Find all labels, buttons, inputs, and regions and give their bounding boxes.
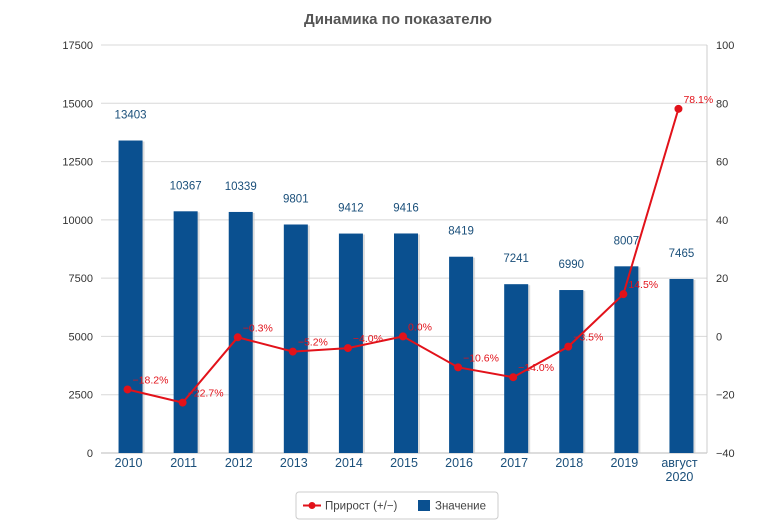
y-axis-right: −40 −20 0 20 40 60 80 100: [706, 40, 735, 460]
x-tick-label: 2011: [170, 456, 197, 470]
legend: Прирост (+/−) Значение: [295, 491, 499, 520]
bar[interactable]: [228, 211, 253, 453]
bar-value-label: 9801: [283, 193, 309, 205]
chart-title: Динамика по показателю: [304, 11, 492, 28]
bar-value-label: 9412: [338, 203, 364, 215]
line-point[interactable]: [564, 342, 573, 351]
bar[interactable]: [338, 233, 363, 453]
legend-marker-swatch: [308, 502, 316, 509]
y-right-tick-label: 60: [716, 157, 728, 169]
x-tick-label: 2010: [115, 456, 143, 470]
bar[interactable]: [283, 224, 308, 453]
y-right-tick-label: 40: [716, 215, 728, 227]
bar-value-label: 10339: [225, 181, 257, 193]
line-value-label: −10.6%: [463, 352, 499, 364]
line-value-label: 78.1%: [683, 94, 713, 106]
line-point[interactable]: [343, 344, 352, 353]
y-left-tick-label: 7500: [69, 273, 93, 285]
bar-series: [118, 140, 696, 454]
y-left-tick-label: 12500: [62, 157, 93, 169]
legend-label-growth: Прирост (+/−): [325, 501, 398, 513]
bar-value-label: 8419: [448, 226, 474, 238]
bar[interactable]: [614, 266, 639, 453]
bar-value-label: 13403: [115, 110, 147, 122]
x-tick-label: 2012: [225, 456, 253, 470]
x-tick-label: 2013: [280, 456, 308, 470]
line-point[interactable]: [619, 290, 628, 299]
y-right-tick-label: −40: [716, 448, 735, 460]
line-value-label: −0.3%: [243, 322, 273, 334]
x-tick-label: 2016: [445, 456, 473, 470]
line-point[interactable]: [454, 363, 463, 372]
bar-value-label: 9416: [393, 202, 419, 214]
line-series: [123, 104, 683, 407]
line-value-label: −18.2%: [133, 374, 169, 386]
x-axis: 2010 2011 2012 2013 2014 2015 2016 2017 2018 2019…: [115, 456, 698, 484]
line-point[interactable]: [233, 333, 242, 342]
line-labels: −18.2% −22.7% −0.3% −5.2% −4.0% 0.0% −10.6% −14…: [133, 94, 714, 400]
bar[interactable]: [559, 290, 584, 453]
y-left-tick-label: 0: [87, 448, 93, 460]
line-point[interactable]: [399, 332, 407, 341]
y-right-tick-label: 0: [716, 331, 722, 343]
line-value-label: −5.2%: [298, 337, 328, 349]
legend-box: [295, 491, 499, 520]
x-tick-label: 2015: [390, 456, 418, 470]
bar[interactable]: [118, 140, 143, 454]
x-tick-label: 2018: [555, 456, 583, 470]
bar[interactable]: [504, 284, 529, 453]
line-value-label: 14.5%: [628, 279, 658, 291]
y-left-tick-label: 15000: [62, 98, 93, 110]
bar-value-label: 7241: [503, 253, 529, 265]
y-right-tick-label: 100: [716, 40, 734, 52]
legend-item-value[interactable]: Значение: [418, 500, 486, 513]
y-right-tick-label: 80: [716, 98, 728, 110]
y-left-tick-label: 5000: [69, 331, 93, 343]
line-point[interactable]: [123, 385, 132, 394]
y-left-tick-label: 10000: [62, 215, 93, 227]
legend-label-value: Значение: [435, 501, 486, 513]
legend-bar-swatch: [418, 500, 430, 511]
line-value-label: 0.0%: [408, 321, 432, 333]
bar-value-label: 6990: [558, 259, 584, 271]
x-tick-label: август 2020: [661, 456, 698, 484]
line-value-label: −3.5%: [573, 332, 603, 344]
line-point[interactable]: [288, 347, 297, 356]
line-point[interactable]: [674, 104, 683, 113]
bar-value-label: 8007: [614, 235, 640, 247]
bar[interactable]: [669, 278, 694, 453]
bar[interactable]: [173, 211, 198, 453]
line-point[interactable]: [178, 398, 187, 407]
y-left-tick-label: 2500: [69, 390, 93, 402]
line-value-label: −22.7%: [188, 388, 224, 400]
line-value-label: −4.0%: [353, 333, 383, 345]
bar-value-label: 7465: [669, 248, 695, 260]
x-tick-label: 2017: [500, 456, 528, 470]
x-tick-label: 2014: [335, 456, 363, 470]
y-left-tick-label: 17500: [62, 40, 93, 52]
line-value-label: −14.0%: [518, 362, 554, 374]
bar-value-label: 10367: [170, 180, 202, 192]
y-right-tick-label: −20: [716, 390, 735, 402]
y-right-tick-label: 20: [716, 273, 728, 285]
y-axis-left: 0 2500 5000 7500 10000 12500 15000 17500: [62, 40, 93, 460]
bar-labels: 13403 10367 10339 9801 9412 9416 8419 7241 6990 8…: [115, 110, 695, 272]
line-point[interactable]: [509, 373, 518, 382]
bar[interactable]: [449, 256, 474, 453]
legend-item-growth[interactable]: Прирост (+/−): [303, 501, 398, 513]
x-tick-label: 2019: [610, 456, 638, 470]
